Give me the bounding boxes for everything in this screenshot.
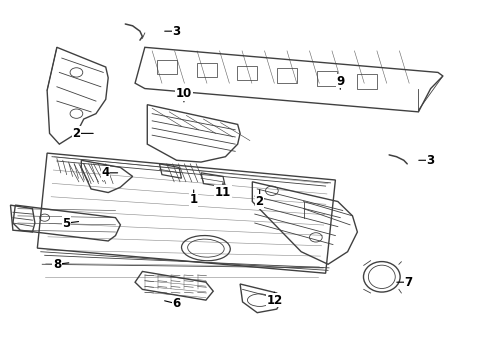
Text: 8: 8 bbox=[53, 258, 61, 271]
Text: 6: 6 bbox=[172, 297, 181, 310]
Text: 3: 3 bbox=[427, 154, 435, 167]
Text: 9: 9 bbox=[336, 75, 344, 88]
Text: 2: 2 bbox=[73, 127, 80, 140]
Text: 7: 7 bbox=[405, 276, 413, 289]
Text: 5: 5 bbox=[63, 216, 71, 230]
Text: 2: 2 bbox=[256, 195, 264, 208]
Text: 12: 12 bbox=[266, 294, 282, 307]
Text: 1: 1 bbox=[190, 193, 198, 206]
Text: 4: 4 bbox=[101, 166, 110, 179]
Text: 3: 3 bbox=[172, 25, 181, 38]
Text: 11: 11 bbox=[215, 186, 231, 199]
Text: 10: 10 bbox=[176, 87, 192, 100]
